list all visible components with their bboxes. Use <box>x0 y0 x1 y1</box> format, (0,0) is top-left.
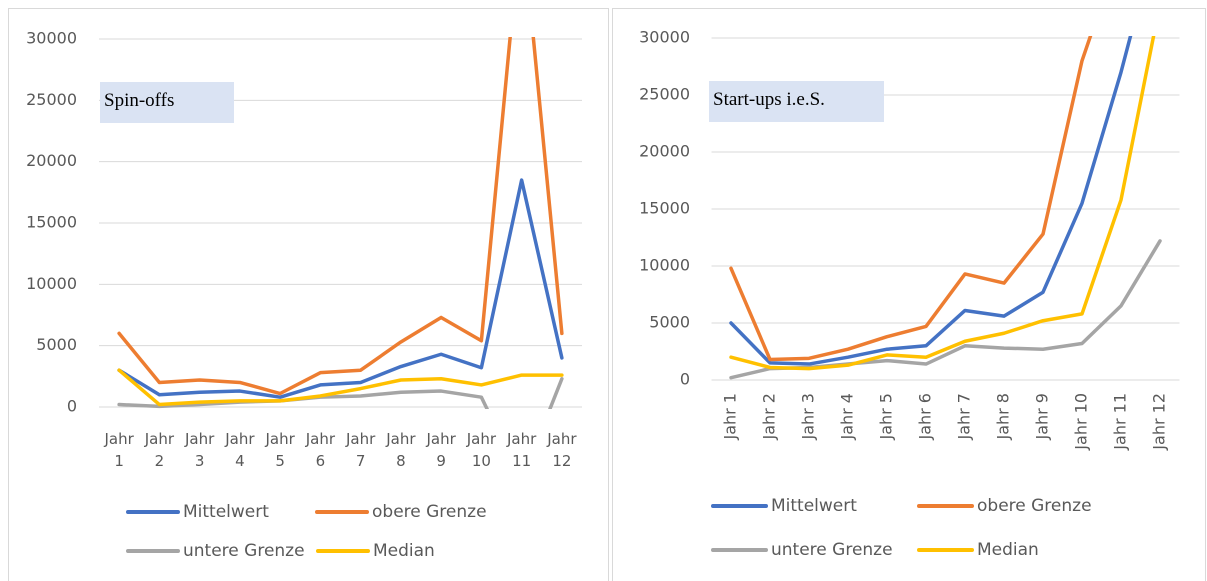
x-tick-label: Jahr 7 <box>955 393 974 441</box>
series-line <box>117 377 564 409</box>
x-tick-label: Jahr 6 <box>916 393 935 441</box>
x-tick-label: Jahr 11 <box>506 430 537 470</box>
panel-border <box>612 8 1206 581</box>
x-tick-label: Jahr 2 <box>760 393 779 441</box>
series-line <box>117 178 564 399</box>
x-tick-label: Jahr 2 <box>144 430 175 470</box>
panel-border <box>8 8 609 581</box>
y-tick-label: 20000 <box>639 142 690 161</box>
legend-label: Median <box>977 540 1039 560</box>
x-tick-label: Jahr 7 <box>345 430 376 470</box>
legend-label: untere Grenze <box>771 540 893 560</box>
x-tick-label: Jahr 3 <box>184 430 215 470</box>
x-tick-label: Jahr 12 <box>1150 393 1169 451</box>
legend-label: Mittelwert <box>771 496 857 516</box>
plot <box>729 36 1162 380</box>
y-tick-label: 10000 <box>26 274 77 293</box>
y-tick-label: 15000 <box>639 199 690 218</box>
legend-label: obere Grenze <box>977 496 1092 516</box>
x-tick-label: Jahr 9 <box>426 430 456 470</box>
x-tick-label: Jahr 8 <box>386 430 416 470</box>
legend-label: untere Grenze <box>183 541 305 561</box>
y-tick-label: 25000 <box>639 85 690 104</box>
x-tick-label: Jahr 12 <box>547 430 577 470</box>
x-tick-label: Jahr 8 <box>994 393 1013 441</box>
series-line <box>729 36 1093 362</box>
y-tick-label: 0 <box>680 370 690 389</box>
chart-title: Start-ups i.e.S. <box>709 81 884 122</box>
legend-label: Median <box>373 541 435 561</box>
plot <box>117 37 564 409</box>
y-tick-label: 25000 <box>26 90 77 109</box>
y-tick-label: 15000 <box>26 213 77 232</box>
x-tick-label: Jahr 9 <box>1033 393 1052 441</box>
chart-title: Spin-offs <box>100 82 234 123</box>
series-line <box>729 36 1156 371</box>
y-tick-label: 5000 <box>649 313 690 332</box>
y-tick-label: 0 <box>67 397 77 416</box>
series-line <box>117 368 564 407</box>
x-tick-label: Jahr 3 <box>799 393 818 441</box>
y-tick-label: 30000 <box>639 28 690 47</box>
x-tick-label: Jahr 4 <box>225 430 255 470</box>
x-tick-label: Jahr 11 <box>1111 393 1130 451</box>
legend-label: obere Grenze <box>372 502 487 522</box>
x-tick-label: Jahr 6 <box>305 430 336 470</box>
x-tick-label: Jahr 1 <box>721 393 740 441</box>
legend-label: Mittelwert <box>183 502 269 522</box>
y-tick-label: 5000 <box>36 335 77 354</box>
x-tick-label: Jahr 5 <box>877 393 896 441</box>
y-tick-label: 30000 <box>26 29 77 48</box>
y-tick-label: 10000 <box>639 256 690 275</box>
series-line <box>117 37 564 396</box>
series-line <box>729 36 1133 366</box>
x-tick-label: Jahr 10 <box>1072 393 1091 451</box>
x-tick-label: Jahr 4 <box>838 393 857 441</box>
x-tick-label: Jahr 10 <box>466 430 497 470</box>
x-tick-label: Jahr 5 <box>265 430 295 470</box>
x-tick-label: Jahr 1 <box>104 430 134 470</box>
y-tick-label: 20000 <box>26 151 77 170</box>
